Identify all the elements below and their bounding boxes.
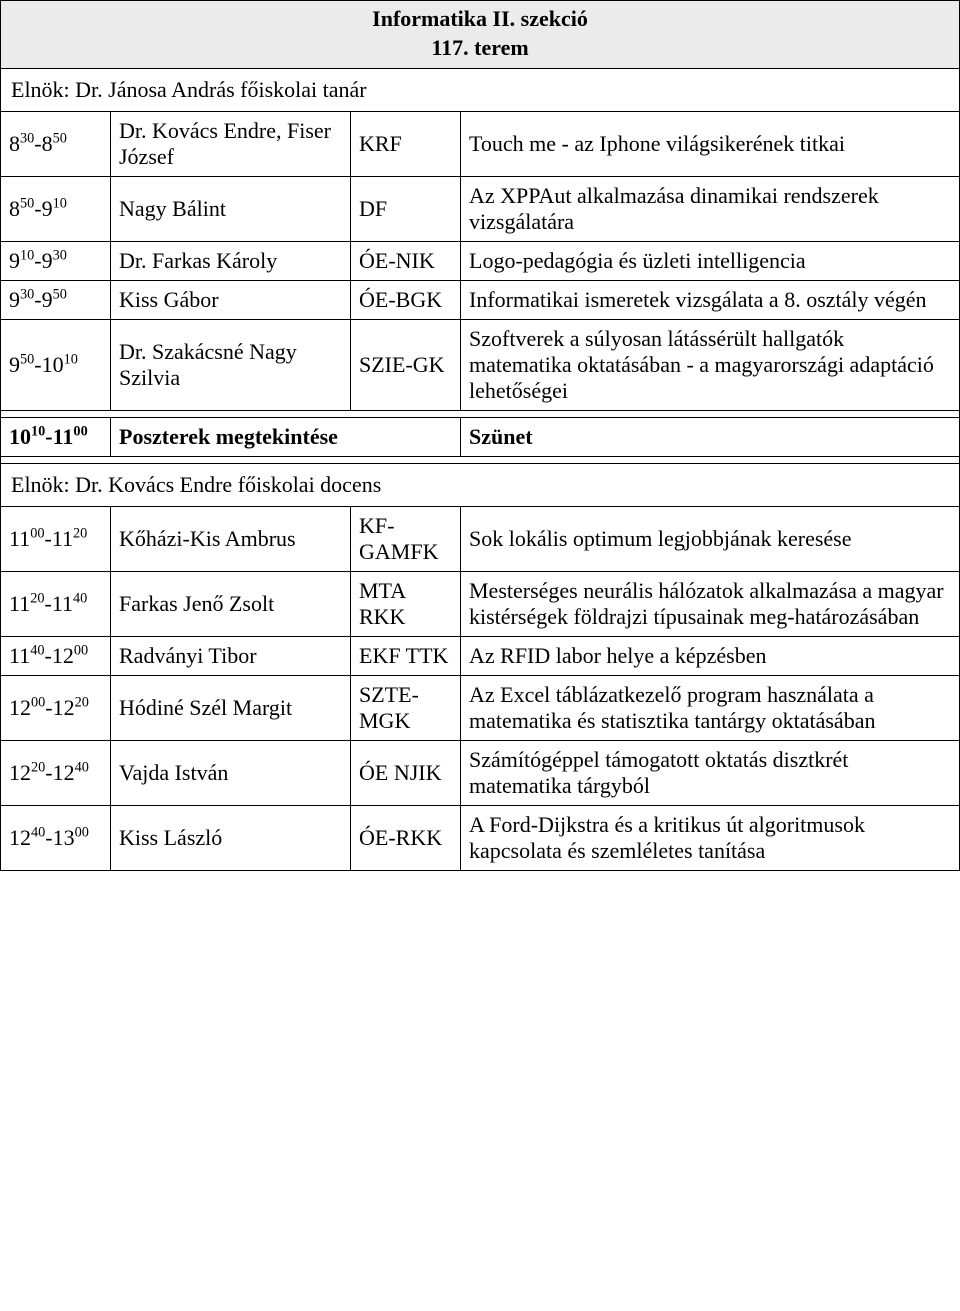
chair2-prefix: Elnök: (11, 472, 75, 497)
presenter-cell: Vajda István (111, 741, 351, 806)
table-row: 1100-1120Kőházi-Kis AmbrusKF-GAMFKSok lo… (1, 507, 960, 572)
chair1-name: Dr. Jánosa András (75, 77, 234, 102)
title-cell: Informatikai ismeretek vizsgálata a 8. o… (461, 281, 960, 320)
break-time-cell: 1010-1100 (1, 418, 111, 457)
table-row: 1240-1300Kiss LászlóÓE-RKKA Ford-Dijkstr… (1, 806, 960, 871)
presenter-cell: Hódiné Szél Margit (111, 676, 351, 741)
time-cell: 950-1010 (1, 320, 111, 411)
institution-cell: ÓE-NIK (351, 242, 461, 281)
title-cell: Sok lokális optimum legjobbjának keresés… (461, 507, 960, 572)
time-cell: 1200-1220 (1, 676, 111, 741)
presenter-cell: Kiss Gábor (111, 281, 351, 320)
institution-cell: ÓE-RKK (351, 806, 461, 871)
institution-cell: SZIE-GK (351, 320, 461, 411)
table-row: 830-850Dr. Kovács Endre, Fiser JózsefKRF… (1, 112, 960, 177)
chair1-prefix: Elnök: (11, 77, 75, 102)
title-cell: A Ford-Dijkstra és a kritikus út algorit… (461, 806, 960, 871)
schedule-table: Informatika II. szekció 117. terem Elnök… (0, 0, 960, 871)
institution-cell: KF-GAMFK (351, 507, 461, 572)
table-row: 1140-1200Radványi TiborEKF TTKAz RFID la… (1, 637, 960, 676)
chair2-role: főiskolai docens (232, 472, 381, 497)
spacer-row (1, 457, 960, 464)
institution-cell: EKF TTK (351, 637, 461, 676)
section-header-row: Informatika II. szekció 117. terem (1, 1, 960, 69)
time-cell: 1100-1120 (1, 507, 111, 572)
time-cell: 1240-1300 (1, 806, 111, 871)
institution-cell: DF (351, 177, 461, 242)
presenter-cell: Dr. Szakácsné Nagy Szilvia (111, 320, 351, 411)
table-row: 1220-1240Vajda IstvánÓE NJIKSzámítógéppe… (1, 741, 960, 806)
chair1-role: főiskolai tanár (235, 77, 367, 102)
chair-row-1: Elnök: Dr. Jánosa András főiskolai tanár (1, 69, 960, 112)
section-title-line2: 117. terem (431, 35, 528, 60)
title-cell: Az Excel táblázatkezelő program használa… (461, 676, 960, 741)
title-cell: Touch me - az Iphone világsikerének titk… (461, 112, 960, 177)
table-row: 1200-1220Hódiné Szél MargitSZTE-MGKAz Ex… (1, 676, 960, 741)
time-cell: 830-850 (1, 112, 111, 177)
institution-cell: SZTE-MGK (351, 676, 461, 741)
presenter-cell: Nagy Bálint (111, 177, 351, 242)
title-cell: Számítógéppel támogatott oktatás disztkr… (461, 741, 960, 806)
break-title: Szünet (461, 418, 960, 457)
presenter-cell: Dr. Farkas Károly (111, 242, 351, 281)
table-row: 850-910Nagy BálintDFAz XPPAut alkalmazás… (1, 177, 960, 242)
break-row: 1010-1100 Poszterek megtekintése Szünet (1, 418, 960, 457)
time-cell: 930-950 (1, 281, 111, 320)
chair2-name: Dr. Kovács Endre (75, 472, 232, 497)
table-row: 950-1010Dr. Szakácsné Nagy SzilviaSZIE-G… (1, 320, 960, 411)
title-cell: Az XPPAut alkalmazása dinamikai rendszer… (461, 177, 960, 242)
title-cell: Mesterséges neurális hálózatok alkalmazá… (461, 572, 960, 637)
institution-cell: MTA RKK (351, 572, 461, 637)
chair-row-2: Elnök: Dr. Kovács Endre főiskolai docens (1, 464, 960, 507)
table-row: 1120-1140Farkas Jenő ZsoltMTA RKKMesters… (1, 572, 960, 637)
time-cell: 850-910 (1, 177, 111, 242)
time-cell: 1140-1200 (1, 637, 111, 676)
time-cell: 1120-1140 (1, 572, 111, 637)
institution-cell: ÓE NJIK (351, 741, 461, 806)
section-title-line1: Informatika II. szekció (372, 6, 588, 31)
time-cell: 910-930 (1, 242, 111, 281)
presenter-cell: Dr. Kovács Endre, Fiser József (111, 112, 351, 177)
table-row: 930-950Kiss GáborÓE-BGKInformatikai isme… (1, 281, 960, 320)
spacer-row (1, 411, 960, 418)
presenter-cell: Kőházi-Kis Ambrus (111, 507, 351, 572)
break-label: Poszterek megtekintése (111, 418, 461, 457)
title-cell: Logo-pedagógia és üzleti intelligencia (461, 242, 960, 281)
title-cell: Az RFID labor helye a képzésben (461, 637, 960, 676)
presenter-cell: Radványi Tibor (111, 637, 351, 676)
table-row: 910-930Dr. Farkas KárolyÓE-NIKLogo-pedag… (1, 242, 960, 281)
institution-cell: KRF (351, 112, 461, 177)
presenter-cell: Kiss László (111, 806, 351, 871)
institution-cell: ÓE-BGK (351, 281, 461, 320)
presenter-cell: Farkas Jenő Zsolt (111, 572, 351, 637)
title-cell: Szoftverek a súlyosan látássérült hallga… (461, 320, 960, 411)
time-cell: 1220-1240 (1, 741, 111, 806)
